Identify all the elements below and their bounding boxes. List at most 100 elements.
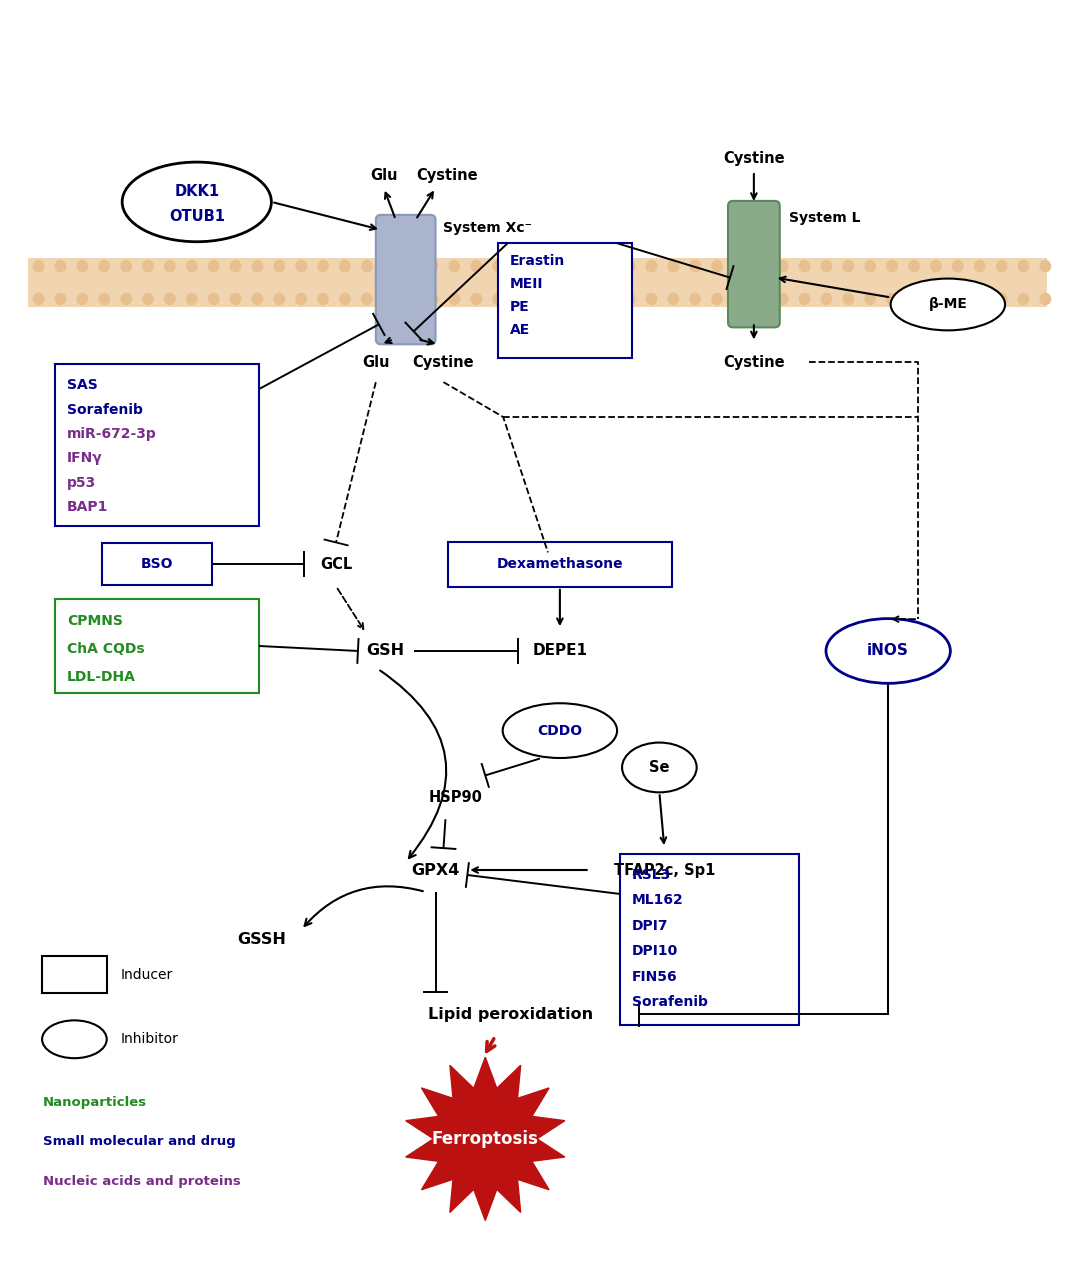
Ellipse shape [470, 260, 482, 273]
Text: GPX4: GPX4 [411, 863, 460, 877]
Ellipse shape [32, 260, 44, 273]
Ellipse shape [886, 293, 898, 305]
Text: Inducer: Inducer [120, 967, 173, 981]
Ellipse shape [886, 260, 898, 273]
Ellipse shape [909, 293, 920, 305]
Ellipse shape [690, 293, 701, 305]
Ellipse shape [230, 293, 242, 305]
Ellipse shape [821, 260, 832, 273]
Ellipse shape [536, 293, 548, 305]
Ellipse shape [624, 293, 636, 305]
Ellipse shape [865, 260, 876, 273]
Ellipse shape [842, 260, 854, 273]
Ellipse shape [1017, 293, 1029, 305]
Ellipse shape [426, 293, 438, 305]
Ellipse shape [580, 293, 592, 305]
Ellipse shape [755, 293, 767, 305]
Ellipse shape [1017, 260, 1029, 273]
Ellipse shape [142, 260, 154, 273]
Ellipse shape [274, 293, 286, 305]
Text: Glu: Glu [362, 355, 390, 369]
Text: Nucleic acids and proteins: Nucleic acids and proteins [43, 1175, 241, 1188]
Ellipse shape [42, 1020, 106, 1058]
Ellipse shape [382, 260, 394, 273]
Ellipse shape [449, 293, 461, 305]
Ellipse shape [645, 260, 657, 273]
Ellipse shape [777, 260, 788, 273]
Ellipse shape [55, 293, 67, 305]
Ellipse shape [186, 293, 198, 305]
Text: CDDO: CDDO [537, 724, 582, 738]
Ellipse shape [382, 293, 394, 305]
Ellipse shape [449, 260, 461, 273]
Text: DPI10: DPI10 [632, 944, 678, 958]
Ellipse shape [470, 293, 482, 305]
Ellipse shape [996, 260, 1007, 273]
Ellipse shape [32, 293, 44, 305]
Ellipse shape [503, 703, 618, 757]
Ellipse shape [142, 293, 154, 305]
Text: PE: PE [510, 300, 529, 314]
Ellipse shape [492, 260, 504, 273]
Ellipse shape [339, 260, 351, 273]
Text: β-ME: β-ME [928, 297, 968, 311]
Ellipse shape [557, 293, 570, 305]
Ellipse shape [361, 293, 373, 305]
Ellipse shape [952, 293, 963, 305]
Ellipse shape [711, 260, 723, 273]
Ellipse shape [76, 293, 88, 305]
Ellipse shape [865, 293, 876, 305]
Ellipse shape [974, 260, 986, 273]
Bar [448, 541, 672, 586]
Text: LDL-DHA: LDL-DHA [67, 670, 135, 684]
FancyBboxPatch shape [376, 215, 436, 345]
Text: TFAP2c, Sp1: TFAP2c, Sp1 [613, 863, 715, 877]
Ellipse shape [361, 260, 373, 273]
Text: GCL: GCL [320, 557, 352, 572]
Ellipse shape [405, 293, 417, 305]
Bar [42, 955, 106, 994]
Bar [28, 257, 1047, 307]
Text: Inhibitor: Inhibitor [120, 1033, 178, 1047]
Ellipse shape [890, 279, 1005, 331]
Text: DKK1: DKK1 [174, 184, 219, 199]
Text: System L: System L [788, 211, 860, 225]
Ellipse shape [734, 293, 745, 305]
Ellipse shape [164, 260, 176, 273]
Text: Dexamethasone: Dexamethasone [496, 557, 623, 571]
Ellipse shape [186, 260, 198, 273]
Ellipse shape [667, 260, 679, 273]
Ellipse shape [1040, 293, 1051, 305]
Text: Small molecular and drug: Small molecular and drug [43, 1136, 235, 1148]
Ellipse shape [826, 619, 950, 683]
Text: BSO: BSO [141, 557, 173, 571]
Bar [55, 364, 259, 526]
Ellipse shape [536, 260, 548, 273]
Ellipse shape [251, 293, 263, 305]
Text: Se: Se [649, 760, 669, 775]
Text: iNOS: iNOS [867, 643, 909, 658]
Ellipse shape [909, 260, 920, 273]
Ellipse shape [120, 260, 132, 273]
Ellipse shape [755, 260, 767, 273]
Text: IFNγ: IFNγ [67, 451, 103, 466]
Ellipse shape [1040, 260, 1051, 273]
Text: miR-672-3p: miR-672-3p [67, 427, 157, 441]
Ellipse shape [405, 260, 417, 273]
Text: OTUB1: OTUB1 [169, 210, 224, 224]
Ellipse shape [164, 293, 176, 305]
Text: ML162: ML162 [632, 894, 683, 908]
Bar [102, 544, 212, 585]
Ellipse shape [514, 260, 526, 273]
Text: Cystine: Cystine [723, 355, 785, 369]
Text: CPMNS: CPMNS [67, 613, 122, 628]
Text: HSP90: HSP90 [429, 790, 482, 805]
Ellipse shape [426, 260, 438, 273]
Ellipse shape [230, 260, 242, 273]
Text: Lipid peroxidation: Lipid peroxidation [427, 1007, 593, 1022]
Ellipse shape [122, 162, 272, 242]
Ellipse shape [645, 293, 657, 305]
Ellipse shape [624, 260, 636, 273]
Ellipse shape [99, 260, 111, 273]
Text: Nanoparticles: Nanoparticles [43, 1096, 147, 1109]
